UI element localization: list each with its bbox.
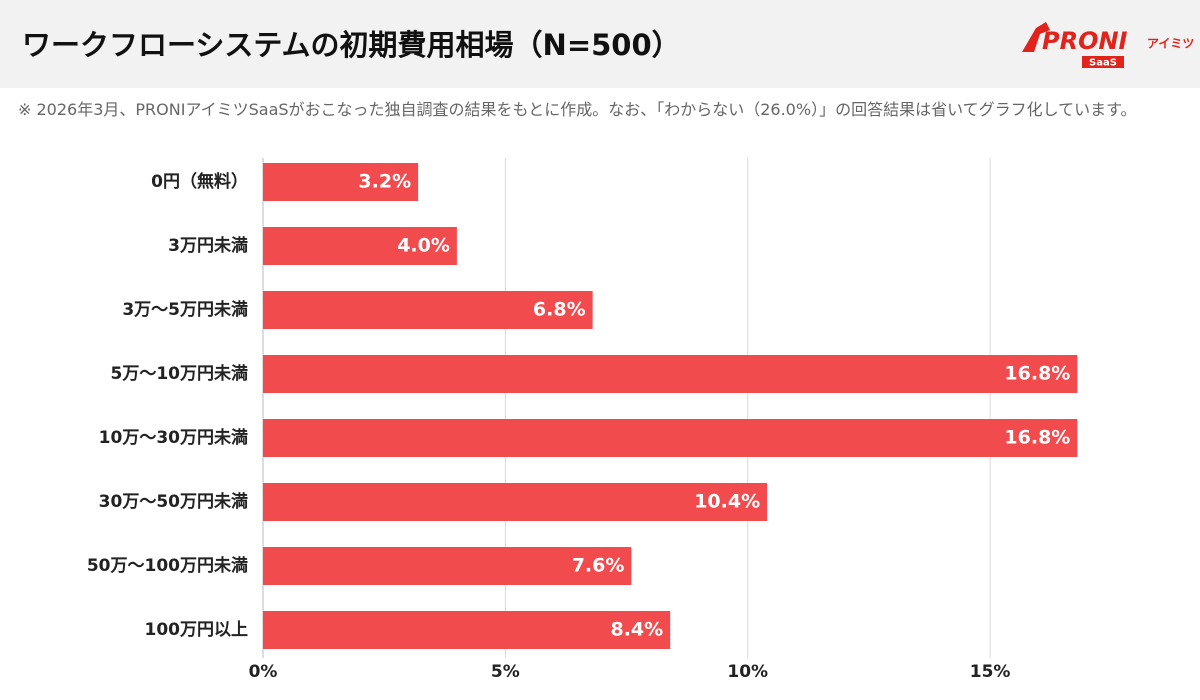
bar [263, 227, 457, 265]
bar [263, 163, 419, 201]
logo-tag: SaaS [1089, 58, 1117, 69]
note: ※ 2026年3月、PRONIアイミツSaaSがおこなった独自調査の結果をもとに… [18, 100, 1137, 119]
value-label: 16.8% [1004, 363, 1070, 385]
x-tick-label: 15% [970, 662, 1011, 682]
logo: PRONI アイミツ SaaS [1022, 22, 1194, 69]
value-label: 8.4% [610, 619, 663, 641]
bar [263, 419, 1078, 457]
x-tick-label: 0% [249, 662, 278, 682]
y-tick-label: 3万円未満 [168, 235, 248, 256]
header: ワークフローシステムの初期費用相場（N=500） [0, 0, 1200, 88]
bar [263, 355, 1078, 393]
logo-tag-bg [1082, 56, 1124, 68]
y-tick-label: 3万〜5万円未満 [122, 299, 248, 320]
y-tick-label: 10万〜30万円未満 [99, 427, 248, 448]
y-tick-label: 50万〜100万円未満 [87, 555, 248, 576]
logo-sub: アイミツ [1147, 37, 1194, 51]
value-label: 4.0% [397, 235, 450, 257]
x-tick-label: 5% [491, 662, 520, 682]
page-title: ワークフローシステムの初期費用相場（N=500） [22, 28, 681, 62]
bar [263, 611, 671, 649]
y-tick-label: 30万〜50万円未満 [99, 491, 248, 512]
bar [263, 547, 632, 585]
logo-icon [1022, 22, 1050, 52]
value-label: 16.8% [1004, 427, 1070, 449]
value-label: 3.2% [358, 171, 411, 193]
value-label: 10.4% [694, 491, 760, 513]
y-tick-label: 5万〜10万円未満 [111, 363, 249, 384]
bar [263, 291, 593, 329]
y-tick-label: 0円（無料） [151, 171, 248, 192]
logo-brand: PRONI [1042, 27, 1128, 55]
y-tick-label: 100万円以上 [145, 620, 249, 640]
bar [263, 483, 768, 521]
value-label: 6.8% [533, 299, 586, 321]
value-label: 7.6% [572, 555, 625, 577]
x-tick-label: 10% [727, 662, 768, 682]
